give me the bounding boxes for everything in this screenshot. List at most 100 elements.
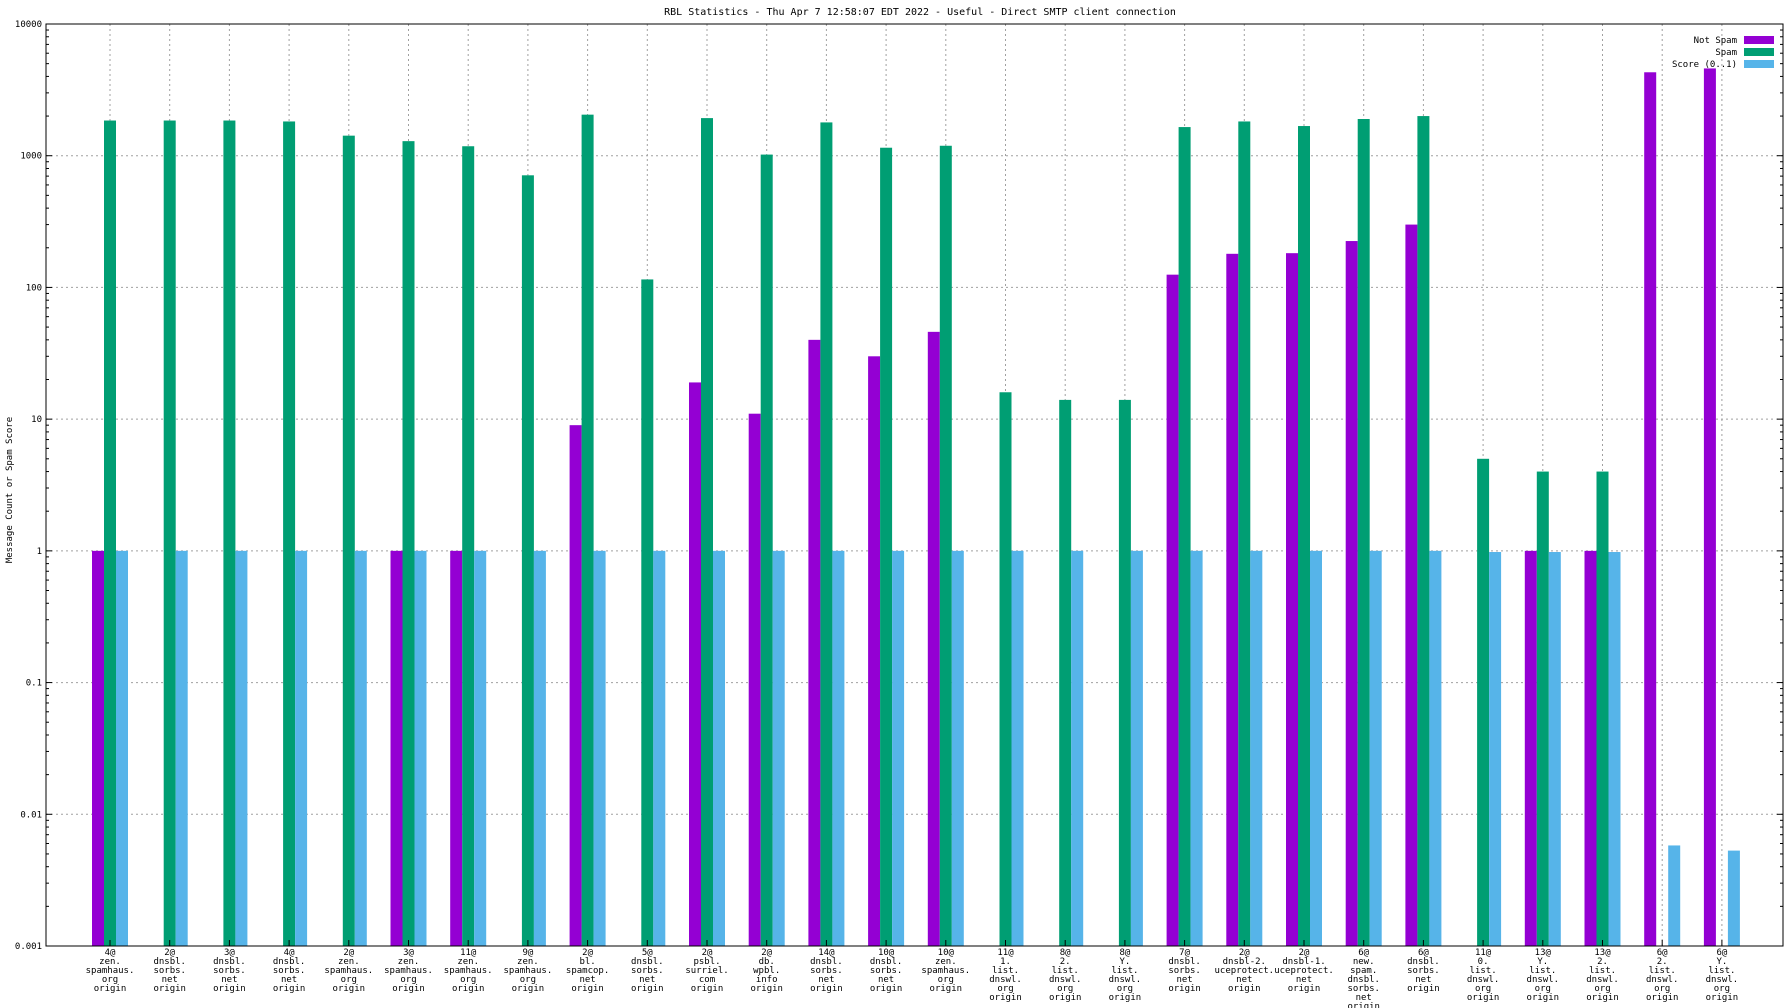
bar-spam: [223, 120, 236, 947]
bar-spam: [163, 120, 176, 947]
x-tick-label: origin: [94, 984, 127, 994]
x-tick-label: origin: [153, 984, 186, 994]
x-tick-label: origin: [810, 984, 843, 994]
x-tick-label: sorbs.: [631, 966, 664, 976]
x-tick-label: list.: [1052, 966, 1079, 976]
bar-score-0-1: [533, 550, 546, 946]
plot-frame: [45, 23, 1784, 947]
x-tick-label: spamhaus.: [86, 966, 135, 976]
x-tick-label: list.: [1589, 966, 1616, 976]
y-tick-label: 10000: [15, 20, 42, 30]
x-tick-label: origin: [452, 984, 485, 994]
x-tick-label: zen.: [398, 957, 420, 967]
x-tick-label: 2@: [582, 948, 593, 958]
x-tick-label: 6@: [1716, 948, 1727, 958]
x-tick-label: org: [938, 975, 954, 985]
legend-label: Spam: [1715, 48, 1737, 58]
x-tick-label: 0.: [1478, 957, 1489, 967]
x-tick-label: net: [878, 975, 894, 985]
y-tick-layer: 0.001 0.01 0.1 1 10 100 1000 10000: [15, 20, 1783, 952]
bar-score-0-1: [474, 550, 487, 946]
x-tick-label: origin: [273, 984, 306, 994]
x-tick-label: 2@: [164, 948, 175, 958]
bar-not-spam: [748, 413, 761, 946]
x-tick-label: dnswl.: [1049, 975, 1082, 985]
x-tick-label: spam.: [1350, 966, 1377, 976]
x-tick-label: sorbs.: [810, 966, 843, 976]
x-tick-label: dnsbl.: [1168, 957, 1201, 967]
bar-score-0-1: [951, 550, 964, 946]
bar-score-0-1: [1548, 552, 1561, 946]
x-tick-label: uceprotect.: [1274, 966, 1334, 976]
bar-score-0-1: [1250, 550, 1263, 946]
bar-spam: [521, 175, 534, 947]
x-tick-label: 6@: [1657, 948, 1668, 958]
bar-score-0-1: [713, 550, 725, 946]
x-tick-label: net: [221, 975, 237, 985]
x-tick-label: net: [639, 975, 655, 985]
x-tick-label: org: [520, 975, 536, 985]
x-tick-label: zen.: [457, 957, 479, 967]
x-tick-label: org: [460, 975, 476, 985]
x-tick-label: 5@: [642, 948, 653, 958]
x-tick-label: sorbs.: [1347, 984, 1380, 994]
x-tick-label: Y.: [1119, 957, 1130, 967]
bar-score-0-1: [1489, 552, 1502, 946]
bar-not-spam: [1226, 253, 1239, 946]
bar-spam: [1118, 399, 1131, 946]
x-tick-label: 2.: [1060, 957, 1071, 967]
x-tick-label: dnsbl-1.: [1282, 957, 1325, 967]
x-tick-label: org: [1714, 984, 1730, 994]
x-tick-label: origin: [1467, 993, 1500, 1003]
x-tick-label: net: [1296, 975, 1312, 985]
bar-not-spam: [1345, 241, 1358, 946]
x-tick-label: org: [1475, 984, 1491, 994]
legend-swatch: [1744, 48, 1774, 56]
legend-swatch: [1744, 36, 1774, 44]
x-tick-label: org: [1117, 984, 1133, 994]
x-tick-label: dnsbl.: [213, 957, 246, 967]
x-tick-label: origin: [631, 984, 664, 994]
x-tick-label: sorbs.: [273, 966, 306, 976]
bar-spam: [939, 145, 952, 946]
bar-spam: [1298, 126, 1310, 946]
x-tick-label: psbl.: [693, 957, 720, 967]
x-tick-label: origin: [1228, 984, 1261, 994]
x-tick-label: 11@: [460, 948, 477, 958]
bar-spam: [1596, 471, 1609, 946]
bar-score-0-1: [354, 550, 367, 946]
bar-score-0-1: [295, 550, 308, 946]
bar-not-spam: [1703, 68, 1716, 946]
x-tick-label: bl.: [579, 957, 595, 967]
x-tick-label: origin: [512, 984, 545, 994]
bar-not-spam: [1644, 72, 1657, 946]
x-tick-label: 2@: [1299, 948, 1310, 958]
x-tick-label: dnswl.: [1706, 975, 1739, 985]
x-tick-label: org: [1654, 984, 1670, 994]
x-tick-layer: 4@zen.spamhaus.orgorigin2@dnsbl.sorbs.ne…: [86, 940, 1739, 1008]
x-tick-label: dnsbl.: [1407, 957, 1440, 967]
x-tick-label: org: [102, 975, 118, 985]
bar-score-0-1: [772, 550, 785, 946]
y-tick-label: 1: [37, 547, 42, 557]
bar-not-spam: [868, 356, 881, 946]
bar-score-0-1: [116, 550, 128, 946]
x-tick-label: Y.: [1537, 957, 1548, 967]
x-tick-label: 10@: [878, 948, 895, 958]
x-tick-label: 14@: [818, 948, 835, 958]
bar-spam: [1357, 118, 1370, 946]
x-tick-label: dnswl.: [1586, 975, 1619, 985]
x-tick-label: origin: [1646, 993, 1679, 1003]
bar-not-spam: [569, 425, 582, 946]
x-tick-label: zen.: [517, 957, 539, 967]
x-tick-label: dnswl.: [1527, 975, 1560, 985]
x-tick-label: 11@: [997, 948, 1014, 958]
x-tick-label: net: [162, 975, 178, 985]
x-tick-label: list.: [992, 966, 1019, 976]
x-tick-label: 1.: [1000, 957, 1011, 967]
x-tick-label: origin: [333, 984, 366, 994]
x-tick-label: dnswl.: [1109, 975, 1142, 985]
x-tick-label: uceprotect.: [1214, 966, 1274, 976]
x-tick-label: org: [997, 984, 1013, 994]
